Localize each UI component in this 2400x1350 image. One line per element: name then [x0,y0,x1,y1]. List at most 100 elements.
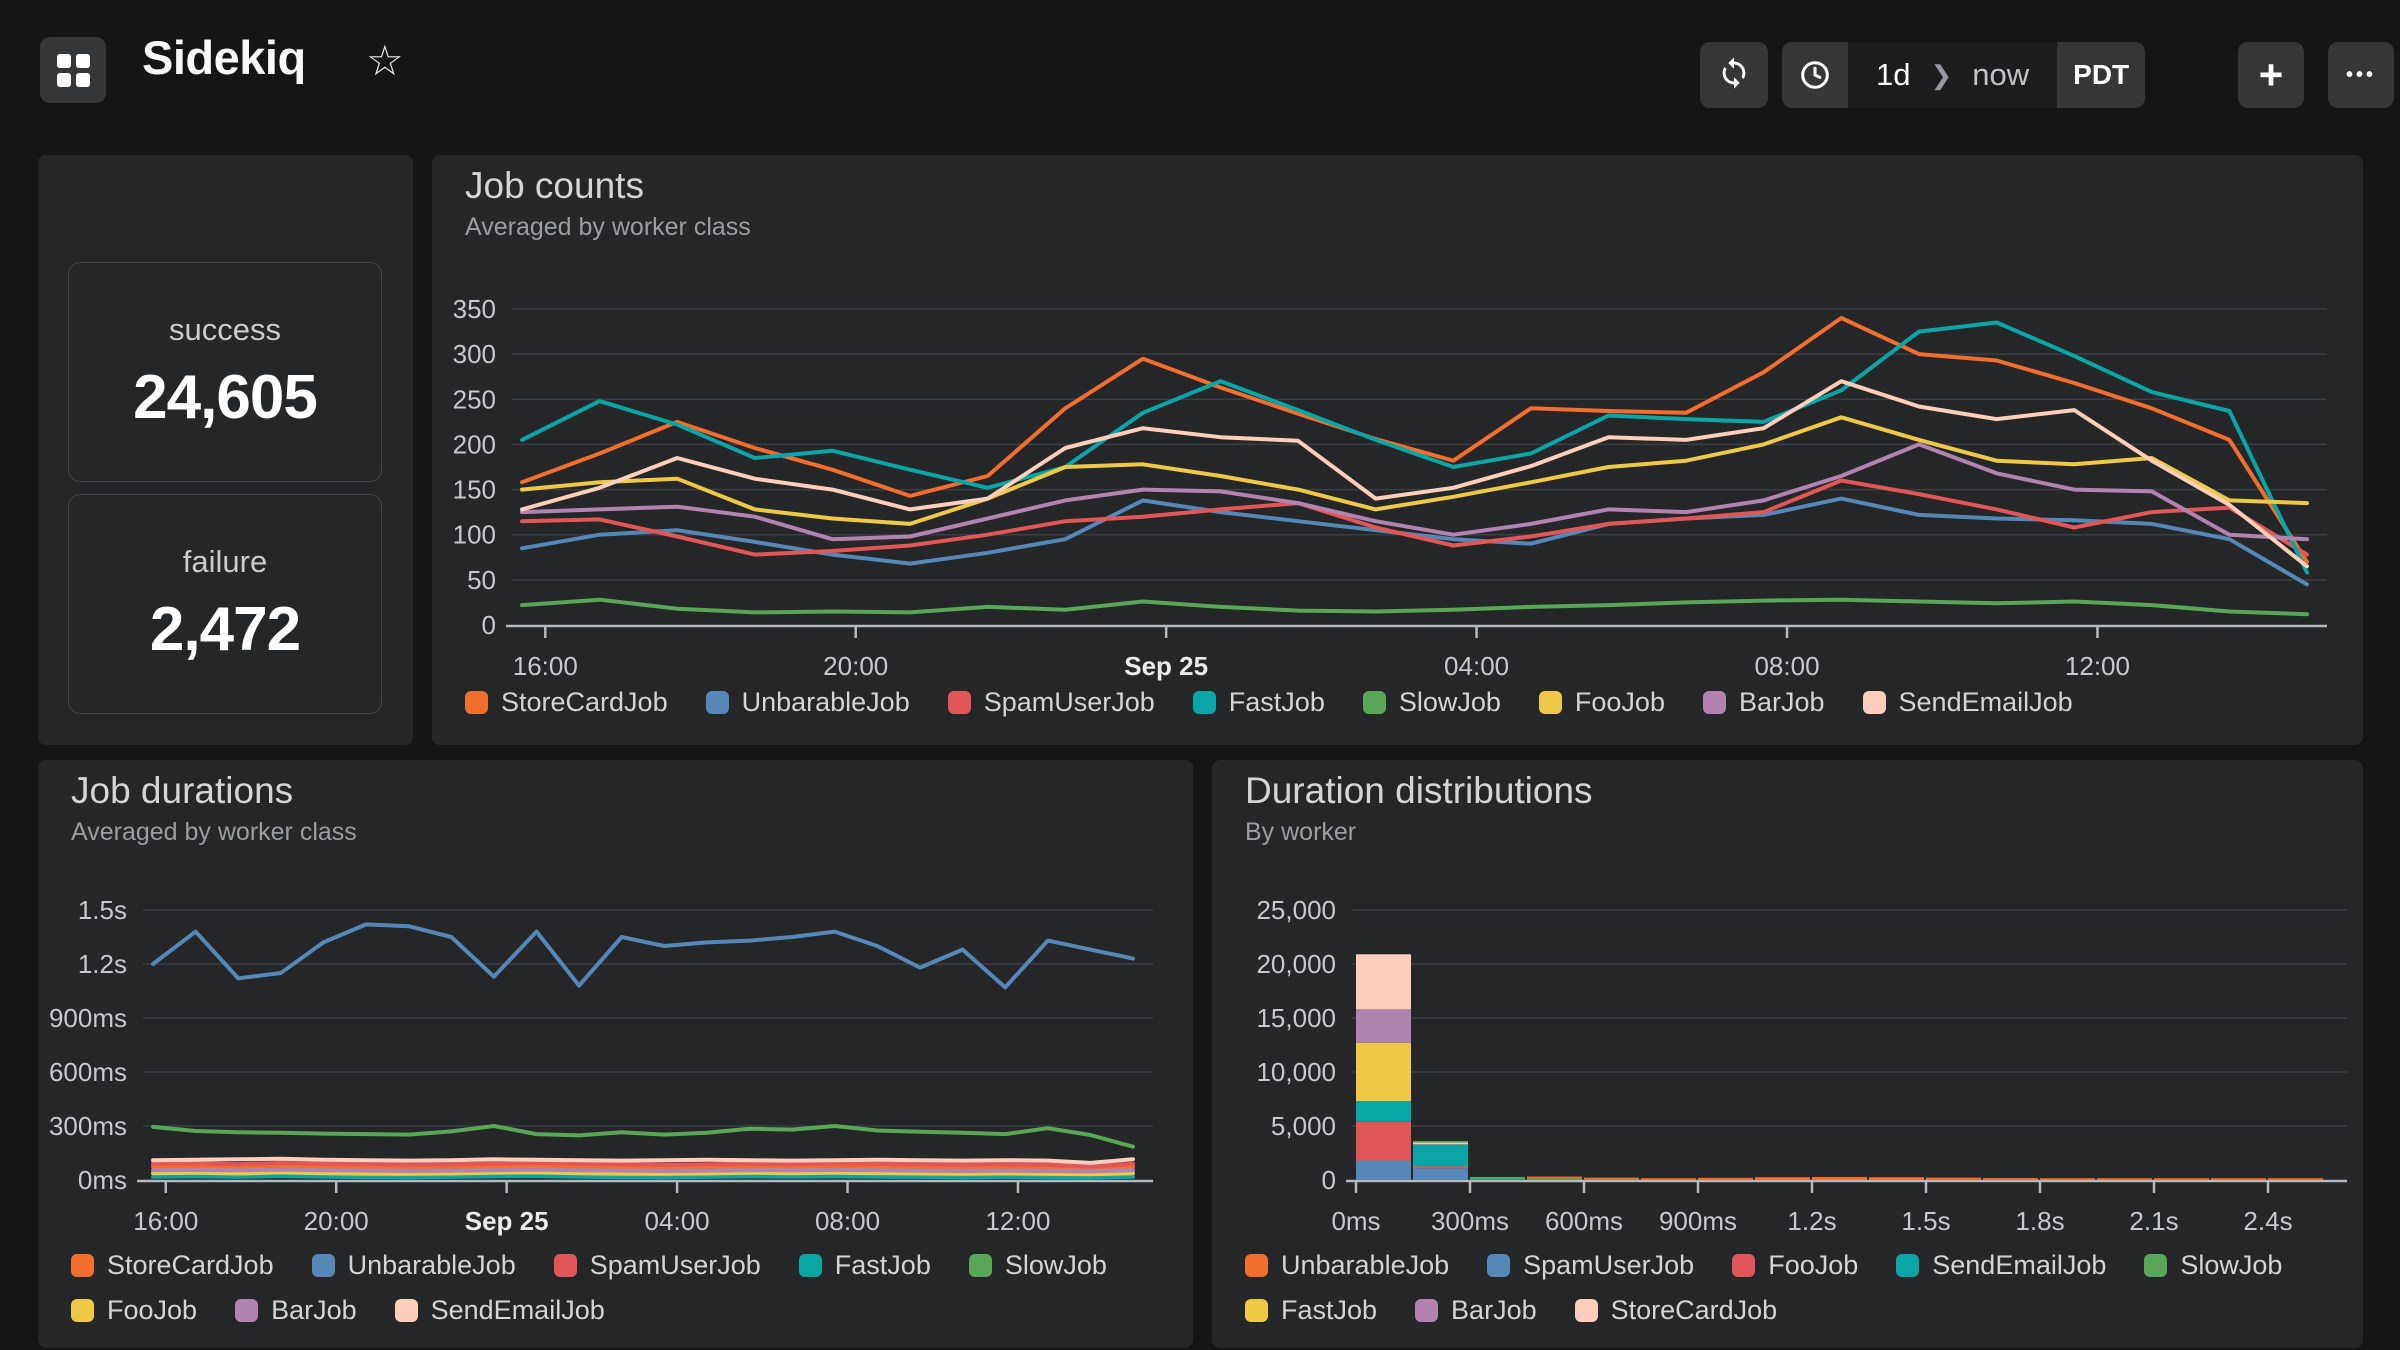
chevron-right-icon: ❯ [1930,59,1953,90]
legend-swatch [553,1254,577,1277]
legend-label: SpamUserJob [1523,1250,1695,1280]
svg-text:150: 150 [453,475,496,505]
failure-stat: failure 2,472 [68,494,382,714]
legend-label: UnbarableJob [347,1250,516,1280]
svg-text:350: 350 [453,294,496,324]
legend-swatch [968,1254,992,1277]
legend-swatch [1362,691,1386,714]
legend-item[interactable]: UnbarableJob [1245,1250,1449,1281]
panel-subtitle: By worker [1245,818,1357,846]
time-range-to: now [1972,57,2030,92]
legend-item[interactable]: BarJob [235,1295,357,1326]
legend-label: BarJob [1738,687,1825,717]
clock-icon[interactable] [1782,42,1848,108]
svg-text:300: 300 [453,339,496,369]
failure-value: 2,472 [149,594,301,664]
legend-label: FastJob [1228,687,1325,717]
add-panel-button[interactable]: + [2238,42,2304,108]
svg-text:1.5s: 1.5s [78,895,127,925]
refresh-button[interactable] [1700,42,1768,108]
ellipsis-icon: ••• [2345,63,2376,86]
legend-label: StoreCardJob [1610,1295,1778,1325]
svg-text:20,000: 20,000 [1256,949,1336,979]
svg-text:2.1s: 2.1s [2129,1206,2178,1236]
legend-item[interactable]: SlowJob [2144,1250,2282,1281]
legend-swatch [798,1254,822,1277]
legend-item[interactable]: FooJob [71,1295,197,1326]
legend-swatch [1862,691,1886,714]
duration-distributions-chart[interactable]: 0 5,000 10,000 15,000 20,000 25,000 0ms 300ms 60… [1212,760,2363,1348]
time-range-display[interactable]: 1d ❯ now [1848,42,2058,108]
legend-label: FooJob [107,1295,198,1325]
legend-swatch [705,691,729,714]
svg-text:0ms: 0ms [78,1165,127,1195]
job-counts-chart[interactable]: 0 50 100 150 200 250 300 350 16:00 20:00 Sep 25 04:… [432,155,2363,745]
legend-label: SlowJob [1398,687,1501,717]
legend-label: StoreCardJob [501,687,668,717]
legend-item[interactable]: BarJob [1415,1295,1537,1326]
svg-text:250: 250 [453,384,496,414]
legend-swatch [1487,1254,1511,1277]
dashboard-title: Sidekiq [142,31,306,84]
svg-text:5,000: 5,000 [1271,1111,1336,1141]
job-durations-chart[interactable]: 0ms 300ms 600ms 900ms 1.2s 1.5s 16:00 20:00 Sep … [38,760,1193,1348]
refresh-icon [1717,56,1751,95]
legend-item[interactable]: StoreCardJob [71,1250,274,1281]
legend-item[interactable]: FastJob [1245,1295,1377,1326]
legend-item[interactable]: FastJob [798,1250,931,1281]
panel-title: Job durations [71,770,294,811]
legend-label: SendEmailJob [430,1295,605,1325]
legend-item[interactable]: FooJob [1538,687,1665,718]
svg-text:1.2s: 1.2s [1787,1206,1836,1236]
time-range-picker[interactable]: 1d ❯ now PDT [1782,42,2146,108]
legend-swatch [235,1299,259,1322]
legend-label: StoreCardJob [107,1250,274,1280]
legend-swatch [1192,691,1216,714]
svg-text:20:00: 20:00 [823,651,888,681]
legend-label: FastJob [834,1250,931,1280]
favorite-star-icon[interactable]: ☆ [366,37,404,84]
legend-item[interactable]: BarJob [1702,687,1825,718]
svg-text:08:00: 08:00 [1754,651,1819,681]
panel-title: Job counts [465,165,644,206]
legend-item[interactable]: StoreCardJob [1574,1295,1778,1326]
plus-icon: + [2258,51,2284,98]
svg-text:0: 0 [1322,1165,1336,1195]
legend-label: SlowJob [1004,1250,1107,1280]
svg-text:16:00: 16:00 [133,1206,198,1236]
legend-item[interactable]: UnbarableJob [311,1250,516,1281]
stats-panel: success 24,605 failure 2,472 [38,155,413,745]
svg-text:200: 200 [453,429,496,459]
legend-swatch [465,691,488,714]
legend-item[interactable]: SendEmailJob [1896,1250,2106,1281]
svg-text:10,000: 10,000 [1256,1057,1336,1087]
svg-text:600ms: 600ms [49,1057,127,1087]
legend-item[interactable]: SpamUserJob [947,687,1155,718]
legend-item[interactable]: SlowJob [1362,687,1501,718]
legend-swatch [1538,691,1562,714]
legend-item[interactable]: UnbarableJob [705,687,910,718]
legend-item[interactable]: SlowJob [968,1250,1107,1281]
failure-label: failure [182,543,268,579]
legend-swatch [311,1254,335,1277]
legend-item[interactable]: FastJob [1192,687,1325,718]
legend-label: SpamUserJob [589,1250,761,1280]
duration-distributions-panel: Duration distributions By worker 0 5,000 1… [1212,760,2363,1348]
legend-item[interactable]: SpamUserJob [1487,1250,1694,1281]
legend-swatch [1415,1299,1439,1322]
legend-item[interactable]: SpamUserJob [553,1250,761,1281]
legend-label: SlowJob [2180,1250,2283,1280]
timezone-button[interactable]: PDT [2057,42,2146,108]
more-options-button[interactable]: ••• [2328,42,2394,108]
legend-swatch [1245,1254,1268,1277]
legend-item[interactable]: FooJob [1732,1250,1858,1281]
legend-label: FooJob [1768,1250,1859,1280]
svg-text:12:00: 12:00 [2065,651,2130,681]
legend-item[interactable]: SendEmailJob [1862,687,2073,718]
svg-text:50: 50 [467,565,496,595]
legend-item[interactable]: SendEmailJob [394,1295,605,1326]
svg-text:16:00: 16:00 [513,651,578,681]
apps-grid-button[interactable] [40,37,106,103]
legend-item[interactable]: StoreCardJob [465,687,668,718]
svg-text:1.8s: 1.8s [2015,1206,2064,1236]
